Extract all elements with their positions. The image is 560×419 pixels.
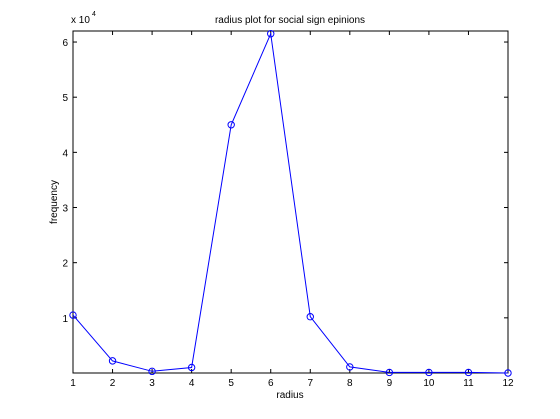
series-line: [72, 31, 509, 374]
chart-title: radius plot for social sign epinions: [215, 15, 365, 26]
x-ticks: 1 2 3 4 5 6 7 8 9 10 11 12: [70, 31, 514, 389]
x-tick-label: 3: [149, 378, 155, 389]
y-tick-label: 4: [62, 148, 68, 159]
x-tick-label: 5: [228, 378, 234, 389]
data-point-marker: [267, 30, 275, 38]
series-markers: [69, 30, 512, 377]
x-tick-label: 8: [347, 378, 353, 389]
y-tick-label: 1: [62, 314, 68, 325]
data-point-marker: [425, 368, 433, 377]
x-axis-label: radius: [276, 390, 303, 401]
y-tick-label: 3: [62, 204, 68, 215]
x-tick-label: 1: [70, 378, 76, 389]
data-point-marker: [187, 363, 196, 372]
x-tick-label: 10: [423, 378, 435, 389]
x-tick-label: 4: [189, 378, 195, 389]
y-tick-label: 5: [62, 93, 68, 104]
plot-area: [72, 30, 509, 374]
y-ticks: 1 2 3 4 5 6: [62, 38, 508, 325]
data-point-marker: [108, 357, 117, 365]
x-tick-label: 12: [502, 378, 514, 389]
x-tick-label: 7: [307, 378, 313, 389]
data-point-marker: [504, 369, 512, 377]
x-tick-label: 6: [268, 378, 274, 389]
data-point-marker: [69, 311, 77, 319]
data-point-marker: [464, 368, 473, 377]
x-tick-label: 2: [110, 378, 116, 389]
y-multiplier-base: x 10: [71, 15, 90, 26]
y-axis-label: frequency: [49, 180, 60, 224]
data-point-marker: [385, 368, 394, 377]
data-point-marker: [148, 367, 156, 376]
data-point-marker: [346, 363, 354, 371]
y-tick-label: 2: [62, 259, 68, 270]
y-tick-label: 6: [62, 38, 68, 49]
data-point-marker: [306, 313, 314, 321]
y-multiplier-exponent: 4: [92, 11, 96, 18]
x-tick-label: 11: [463, 378, 474, 389]
data-point-marker: [227, 121, 235, 129]
x-tick-label: 9: [387, 378, 393, 389]
